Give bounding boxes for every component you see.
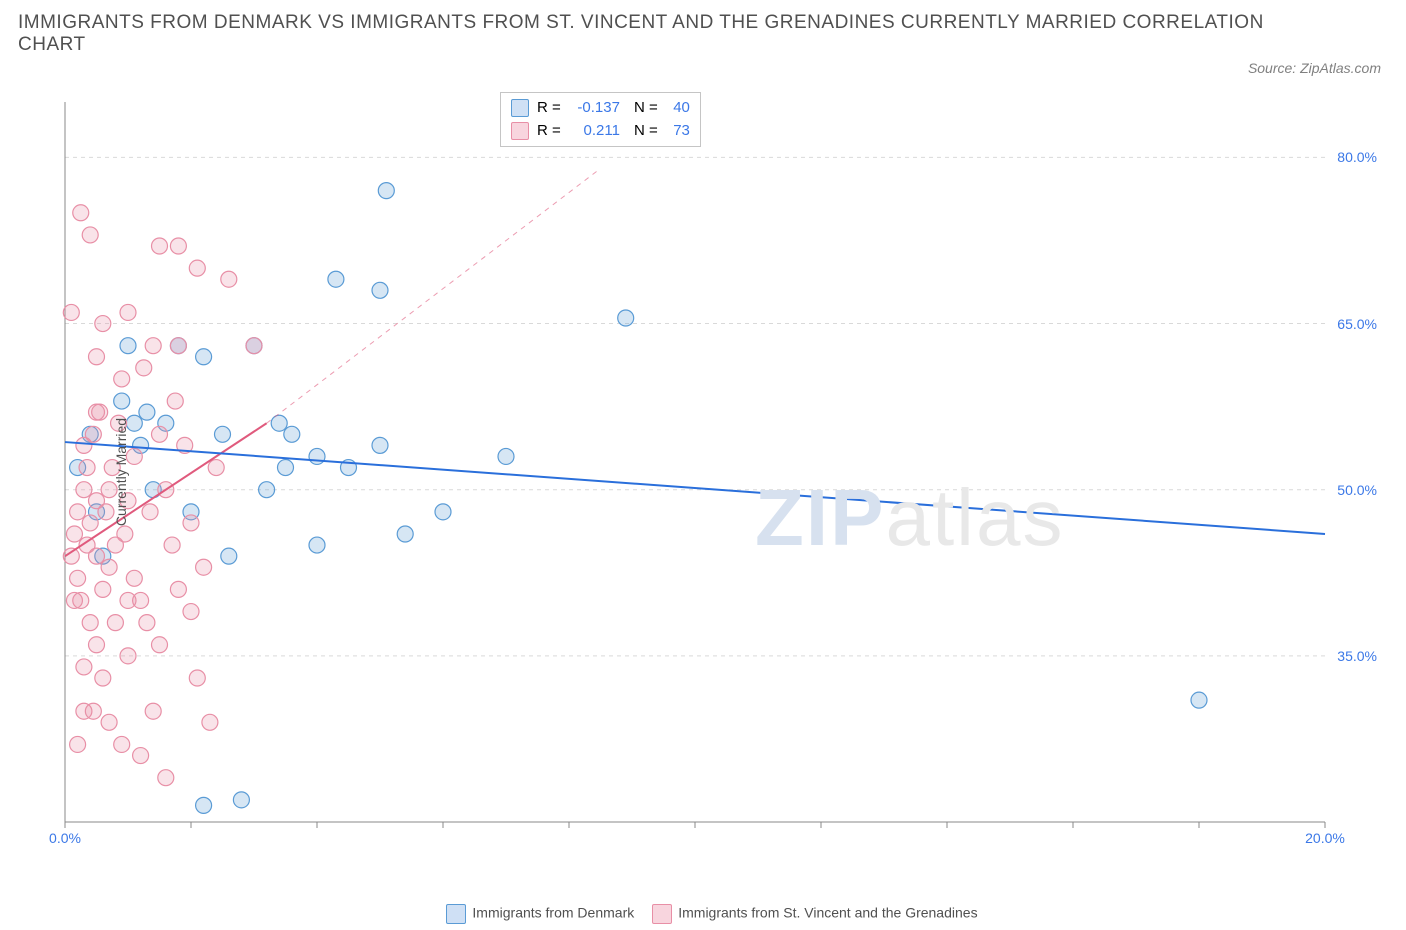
y-tick-label: 50.0%: [1337, 482, 1377, 498]
x-tick-label: 20.0%: [1305, 830, 1345, 846]
legend-swatch: [446, 904, 466, 924]
y-tick-label: 80.0%: [1337, 149, 1377, 165]
x-tick-label: 0.0%: [49, 830, 81, 846]
bottom-legend: Immigrants from Denmark Immigrants from S…: [0, 904, 1406, 924]
y-tick-label: 35.0%: [1337, 648, 1377, 664]
stat-legend-box: R = -0.137N = 40R = 0.211N = 73: [500, 92, 701, 147]
legend-swatch: [652, 904, 672, 924]
chart-title: IMMIGRANTS FROM DENMARK VS IMMIGRANTS FR…: [18, 12, 1286, 56]
source-attribution: Source: ZipAtlas.com: [1248, 60, 1381, 76]
chart-svg: [55, 92, 1385, 852]
scatter-plot: Currently Married ZIPatlas R = -0.137N =…: [55, 92, 1385, 852]
legend-label: Immigrants from St. Vincent and the Gren…: [678, 905, 977, 921]
stat-row: R = 0.211N = 73: [511, 120, 690, 143]
y-axis-label: Currently Married: [113, 418, 129, 526]
stat-row: R = -0.137N = 40: [511, 97, 690, 120]
y-tick-label: 65.0%: [1337, 316, 1377, 332]
legend-label: Immigrants from Denmark: [472, 905, 634, 921]
